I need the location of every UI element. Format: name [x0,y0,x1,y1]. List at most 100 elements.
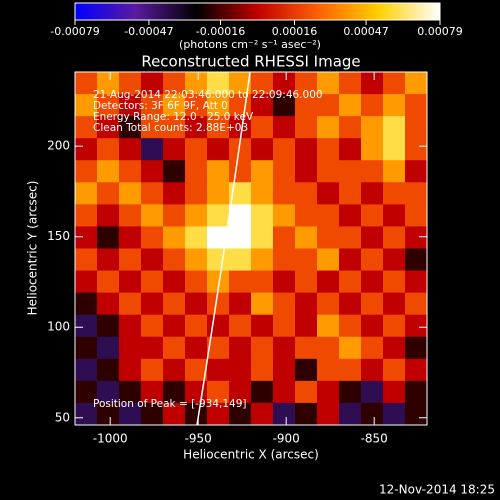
heatmap-cell [229,138,252,161]
heatmap-cell [295,116,318,139]
heatmap-cell [229,116,252,139]
x-tick-label: -850 [361,432,388,446]
heatmap-cell [75,336,98,360]
heatmap-cell [207,402,230,426]
heatmap-cell [119,204,142,227]
heatmap-cell [185,182,208,205]
heatmap-cell [273,204,296,227]
heatmap-cell [163,160,186,183]
heatmap-cell [163,94,186,117]
heatmap-cell [339,204,362,227]
heatmap-cell [339,94,362,117]
heatmap-cell [141,314,164,338]
footer: 12-Nov-2014 18:25 [379,483,495,497]
heatmap-cell [75,402,98,426]
heatmap-cell [229,72,252,95]
heatmap-cell [207,270,230,294]
heatmap-cell [97,226,120,249]
heatmap-cell [119,380,142,404]
y-tick-label: 50 [55,410,70,424]
heatmap-cell [251,182,274,205]
heatmap-cell [185,270,208,294]
heatmap-cell [185,204,208,227]
heatmap-cell [141,358,164,382]
heatmap-cell [383,204,406,227]
heatmap-cell [361,380,384,404]
heatmap-cell [361,72,384,95]
heatmap-cell [185,402,208,426]
heatmap-cell [405,248,428,272]
heatmap-cell [229,336,252,360]
heatmap-cell [163,270,186,294]
heatmap-cell [251,314,274,338]
heatmap-cell [141,182,164,205]
heatmap-cell [383,380,406,404]
heatmap-cell [229,314,252,338]
heatmap-cell [141,336,164,360]
heatmap-cell [119,226,142,249]
heatmap-cell [207,138,230,161]
colorbar-tick-label: -0.00047 [124,25,173,38]
heatmap-cell [119,292,142,316]
heatmap-cell [119,72,142,95]
heatmap-cell [273,160,296,183]
heatmap-cell [361,248,384,272]
heatmap-cell [251,358,274,382]
heatmap-cell [273,116,296,139]
heatmap-cell [141,292,164,316]
heatmap-cell [317,204,340,227]
heatmap-cell [229,380,252,404]
heatmap-cell [185,160,208,183]
heatmap-cell [405,336,428,360]
heatmap-cell [229,402,252,426]
colorbar-tick-label: 0.00047 [343,25,389,38]
heatmap-cell [295,138,318,161]
heatmap-cell [141,94,164,117]
heatmap-cell [75,380,98,404]
heatmap-cell [119,270,142,294]
heatmap-cell [251,226,274,249]
heatmap-cell [273,314,296,338]
heatmap-cell [163,72,186,95]
heatmap-cell [317,248,340,272]
heatmap-cell [317,270,340,294]
heatmap-cell [405,402,428,426]
annotation: Energy Range: 12.0 - 25.0 keV [93,111,254,123]
heatmap-cell [405,116,428,139]
heatmap-cell [383,182,406,205]
heatmap-cell [251,292,274,316]
colorbar-tick-label: 0.00016 [272,25,318,38]
heatmap-cell [207,336,230,360]
heatmap-cell [295,270,318,294]
heatmap-cell [317,380,340,404]
heatmap-cell [141,402,164,426]
heatmap-cell [163,248,186,272]
heatmap-cell [185,72,208,95]
heatmap-cell [185,336,208,360]
heatmap-cell [295,336,318,360]
heatmap-cell [75,358,98,382]
heatmap-cell [207,380,230,404]
heatmap-cell [207,292,230,316]
heatmap-cell [295,314,318,338]
x-axis-label: Heliocentric X (arcsec) [183,448,319,462]
heatmap-cell [251,160,274,183]
heatmap-cell [185,116,208,139]
heatmap-cell [361,226,384,249]
heatmap-cell [383,336,406,360]
heatmap-cell [405,138,428,161]
heatmap-cell [405,160,428,183]
heatmap-cell [251,402,274,426]
annotation: 21-Aug-2014 22:03:46.000 to 22:09:46.000 [93,89,323,101]
heatmap-cell [339,116,362,139]
heatmap-cell [383,138,406,161]
heatmap-cell [339,358,362,382]
heatmap-cell [273,402,296,426]
heatmap-cell [361,292,384,316]
heatmap-cell [361,182,384,205]
annotation: Clean Total counts: 2.88E+03 [93,122,248,134]
heatmap-cell [251,72,274,95]
heatmap-cell [97,204,120,227]
heatmap-cell [207,160,230,183]
heatmap-cell [361,138,384,161]
